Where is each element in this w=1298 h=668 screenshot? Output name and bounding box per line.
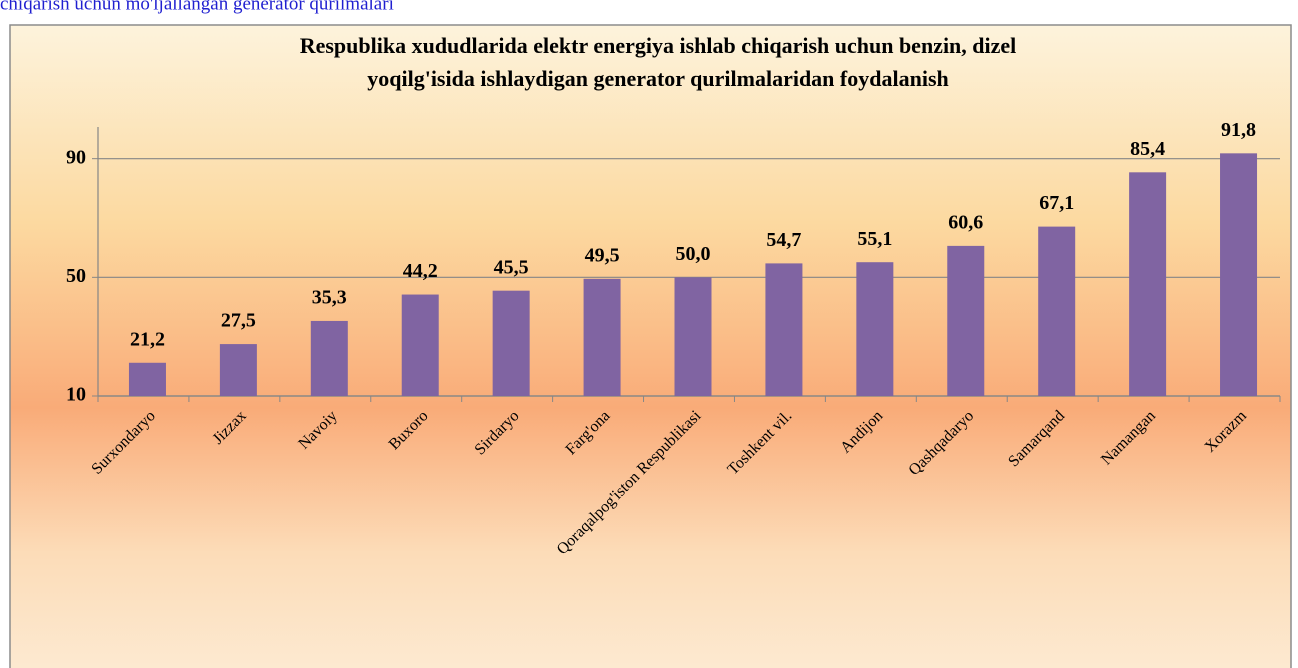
bar <box>219 344 257 396</box>
data-label: 91,8 <box>1221 119 1256 141</box>
chart-title: Respublika xududlarida elektr energiya i… <box>300 33 1017 58</box>
y-tick-label: 10 <box>66 384 86 406</box>
data-label: 49,5 <box>585 244 620 266</box>
bar <box>856 262 894 396</box>
bar <box>1220 153 1258 396</box>
bar <box>947 245 985 396</box>
bar <box>674 277 712 396</box>
data-label: 50,0 <box>676 243 711 265</box>
bar <box>310 320 348 396</box>
bar <box>1038 226 1076 396</box>
bar <box>765 263 803 396</box>
bar <box>492 290 530 396</box>
data-label: 44,2 <box>403 260 438 282</box>
data-label: 54,7 <box>766 229 801 251</box>
bar <box>128 362 166 396</box>
caption: chiqarish uchun mo'ljallangan generator … <box>0 0 394 14</box>
data-label: 35,3 <box>312 287 347 309</box>
data-label: 45,5 <box>494 256 529 278</box>
data-label: 85,4 <box>1130 138 1165 160</box>
y-tick-label: 90 <box>66 146 86 168</box>
bar <box>583 278 621 396</box>
data-label: 27,5 <box>221 310 256 332</box>
chart-frame <box>9 24 1292 668</box>
y-tick-label: 50 <box>66 265 86 287</box>
data-label: 67,1 <box>1039 192 1074 214</box>
data-label: 55,1 <box>857 228 892 250</box>
bar <box>1129 172 1167 396</box>
data-label: 21,2 <box>130 328 165 350</box>
data-label: 60,6 <box>948 211 983 233</box>
bar <box>401 294 439 396</box>
chart-subtitle: yoqilg'isida ishlaydigan generator quril… <box>367 66 949 91</box>
